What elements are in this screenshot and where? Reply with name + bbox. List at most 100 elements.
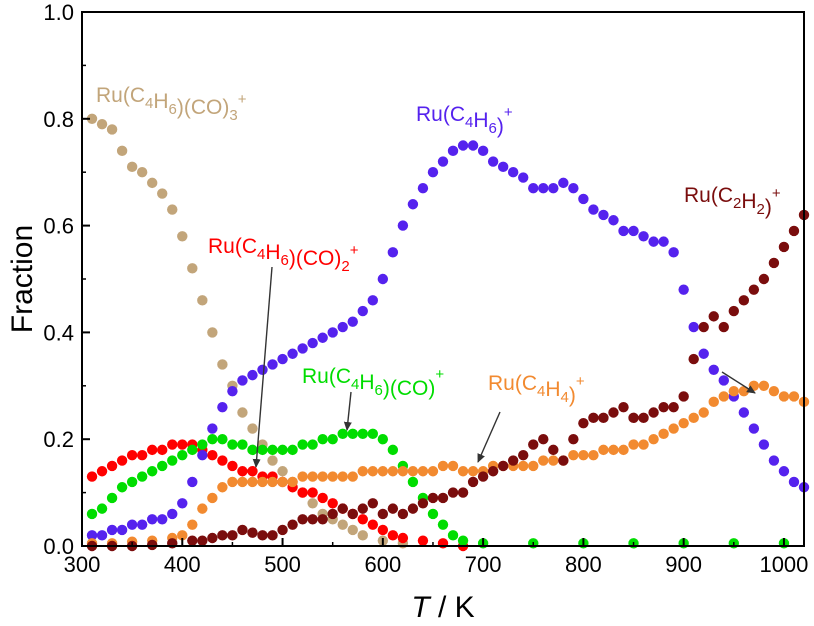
data-point (778, 241, 790, 253)
data-point (337, 519, 348, 530)
data-point (518, 460, 529, 472)
data-point (357, 503, 368, 514)
data-point (387, 503, 399, 514)
data-point (126, 519, 138, 530)
data-point (237, 476, 248, 488)
data-point (377, 273, 389, 285)
data-point (778, 391, 790, 402)
data-point (237, 375, 248, 386)
series-ru-c4h6 (86, 140, 810, 541)
data-point (317, 492, 328, 504)
data-point (187, 263, 198, 274)
x-tick-label: 400 (164, 552, 201, 577)
data-point (437, 519, 449, 530)
label-part: + (350, 242, 359, 259)
data-point (106, 124, 118, 135)
label-part: H (153, 90, 168, 113)
data-point (327, 498, 338, 509)
data-point (237, 407, 248, 418)
data-point (447, 460, 459, 472)
data-point (277, 476, 288, 488)
data-point (257, 444, 268, 456)
data-point (407, 503, 419, 514)
data-point (367, 428, 379, 440)
data-point (297, 343, 308, 354)
data-point (718, 321, 729, 333)
data-point (427, 466, 439, 477)
data-point (407, 199, 419, 210)
data-point (167, 508, 178, 520)
data-point (227, 476, 238, 488)
x-axis-title-symbol: T (411, 591, 432, 624)
data-point (367, 466, 379, 477)
data-point (197, 439, 208, 450)
data-point (357, 428, 368, 440)
data-point (197, 503, 208, 514)
data-point (548, 455, 559, 466)
data-point (588, 412, 599, 424)
data-point (618, 225, 629, 237)
data-point (578, 193, 589, 205)
data-point (768, 455, 780, 466)
label-part: Ru(C (488, 372, 537, 395)
label-tricarbonyl: Ru(C4H6)(CO)3+ (96, 84, 247, 124)
data-point (437, 460, 449, 472)
label-part: + (238, 91, 247, 108)
data-point (407, 476, 419, 488)
data-point (417, 183, 429, 194)
data-point (598, 412, 609, 424)
data-point (568, 183, 579, 194)
data-point (177, 498, 188, 509)
data-point (688, 321, 699, 333)
data-point (337, 471, 348, 482)
label-c4h4: Ru(C4H4)+ (488, 372, 585, 407)
data-point (668, 401, 679, 413)
label-part: 6 (169, 101, 177, 118)
data-point (247, 476, 258, 488)
data-point (648, 407, 659, 418)
label-part: 4 (257, 246, 265, 263)
label-part: 4 (351, 376, 359, 393)
data-point (237, 466, 248, 477)
data-point (437, 492, 449, 504)
data-point (187, 476, 198, 488)
data-point (307, 337, 318, 349)
data-point (136, 471, 148, 482)
data-point (497, 460, 509, 472)
data-point (447, 530, 459, 541)
y-tick-label: 0.6 (43, 214, 74, 239)
data-point (207, 492, 218, 504)
data-point (628, 225, 639, 237)
data-point (678, 417, 689, 429)
data-point (528, 460, 539, 472)
label-part: 2 (733, 195, 741, 212)
data-point (357, 466, 368, 477)
data-point (718, 391, 729, 402)
data-point (457, 140, 469, 151)
data-point (126, 450, 138, 461)
data-point (187, 444, 198, 456)
data-point (327, 434, 338, 445)
data-point (307, 487, 318, 498)
data-point (207, 450, 218, 461)
data-point (217, 530, 228, 541)
data-point (497, 161, 509, 173)
data-point (758, 380, 770, 391)
data-point (748, 423, 760, 434)
data-point (457, 487, 469, 498)
data-point (106, 492, 118, 504)
data-point (748, 284, 760, 295)
data-point (628, 412, 639, 424)
data-point (96, 530, 108, 541)
axis-ticks: 300 400 500 600 700 800 900 1000 0.0 0.2 0.4 0.6 0.8… (43, 0, 808, 577)
data-point (417, 535, 429, 546)
data-point (297, 439, 308, 450)
data-point (317, 434, 328, 445)
data-point (287, 444, 298, 456)
label-part: 4 (465, 114, 473, 131)
data-point (267, 530, 278, 541)
data-point (538, 455, 549, 466)
data-point (177, 231, 188, 242)
data-point (778, 466, 790, 477)
data-point (217, 359, 228, 370)
